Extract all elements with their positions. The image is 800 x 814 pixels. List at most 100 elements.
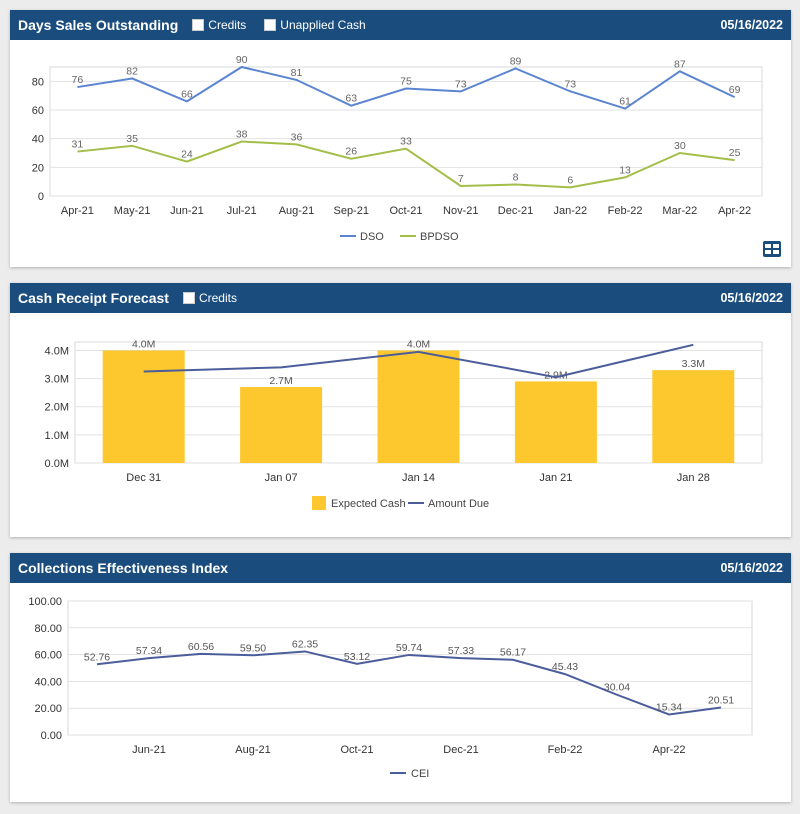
cei-chart: 0.00 20.00 40.00 60.00 80.00 100.00 Jun-21 Aug-… [28, 596, 753, 780]
credits-checkbox-box[interactable] [192, 19, 205, 31]
cei-data-label: 52.76 [84, 651, 110, 663]
dso-data-label: 66 [181, 88, 193, 100]
bpdso-data-label: 25 [729, 147, 741, 159]
cei-y-tick-label: 0.00 [41, 730, 62, 742]
cash-x-tick-label: Jan 21 [539, 472, 572, 484]
cei-series-line [96, 650, 722, 716]
expected-cash-bar [652, 370, 735, 463]
expected-cash-legend-label: Expected Cash [331, 498, 406, 510]
cash-credits-checkbox[interactable]: Credits [182, 291, 237, 305]
dso-chart: 0 20 40 60 80 Apr-21 May-21 Jun-21 Jul-21 Aug-21 S… [32, 54, 763, 243]
cei-x-tick-label: Jun-21 [132, 744, 166, 756]
expected-cash-bar [514, 381, 597, 463]
expected-cash-data-label: 2.7M [269, 375, 292, 387]
dso-data-label: 82 [126, 65, 138, 77]
cei-data-label: 60.56 [188, 641, 214, 653]
cei-y-tick-label: 40.00 [34, 676, 62, 688]
bpdso-legend-label: BPDSO [420, 231, 459, 243]
cash-x-tick-label: Jan 14 [402, 472, 435, 484]
dso-x-tick-label: Aug-21 [279, 205, 314, 217]
dso-x-tick-label: Jun-21 [170, 205, 204, 217]
expected-cash-data-label: 4.0M [407, 338, 430, 350]
dso-x-tick-label: Jan-22 [553, 205, 587, 217]
dso-panel-date: 05/16/2022 [720, 18, 783, 32]
expected-cash-bar [102, 350, 185, 463]
cei-x-tick-label: Feb-22 [548, 744, 583, 756]
bpdso-series-line [77, 140, 735, 189]
dso-data-label: 90 [236, 54, 248, 66]
dso-y-tick-label: 60 [32, 105, 44, 117]
cash-credits-checkbox-box[interactable] [182, 292, 195, 304]
cash-panel-date: 05/16/2022 [720, 291, 783, 305]
cash-panel-title: Cash Receipt Forecast [18, 290, 169, 306]
dso-legend-label: DSO [360, 231, 384, 243]
expected-cash-legend-swatch [312, 496, 326, 510]
cei-data-label: 56.17 [500, 647, 526, 659]
cash-x-tick-label: Jan 28 [677, 472, 710, 484]
dso-x-tick-label: Oct-21 [389, 205, 422, 217]
cei-panel-title: Collections Effectiveness Index [18, 560, 229, 576]
dso-data-label: 69 [729, 84, 741, 96]
bpdso-data-label: 38 [236, 129, 248, 141]
cei-data-label: 57.34 [136, 645, 162, 657]
cei-data-label: 59.74 [396, 642, 422, 654]
dso-x-tick-label: Feb-22 [608, 205, 643, 217]
bpdso-data-label: 6 [567, 174, 573, 186]
cei-data-label: 45.43 [552, 661, 578, 673]
dso-x-tick-label: Jul-21 [227, 205, 257, 217]
cash-y-tick-label: 0.0M [45, 458, 69, 470]
dso-data-label: 76 [72, 74, 84, 86]
cei-plot-area [67, 600, 753, 736]
dso-series-line [77, 65, 736, 110]
amount-due-legend-label: Amount Due [428, 498, 489, 510]
unapplied-cash-checkbox[interactable]: Unapplied Cash [264, 18, 366, 32]
dso-data-label: 89 [510, 55, 522, 67]
cash-x-tick-label: Jan 07 [265, 472, 298, 484]
bpdso-data-label: 33 [400, 136, 412, 148]
dso-x-tick-label: Nov-21 [443, 205, 478, 217]
bpdso-data-label: 24 [181, 149, 193, 161]
expected-cash-data-label: 2.9M [544, 369, 567, 381]
dso-y-tick-label: 80 [32, 76, 44, 88]
dso-panel-title: Days Sales Outstanding [18, 17, 179, 33]
expected-cash-bar [240, 387, 323, 463]
cash-y-tick-label: 4.0M [45, 345, 69, 357]
credits-checkbox[interactable]: Credits [192, 18, 246, 32]
cash-receipt-panel: Cash Receipt Forecast Credits 05/16/2022… [10, 283, 791, 537]
table-grid-icon[interactable] [763, 241, 781, 257]
cei-data-label: 30.04 [604, 682, 630, 694]
cash-credits-checkbox-label: Credits [198, 291, 237, 305]
cei-y-tick-label: 60.00 [34, 650, 62, 662]
expected-cash-data-label: 4.0M [132, 338, 155, 350]
cei-x-tick-label: Oct-21 [340, 744, 373, 756]
dso-y-tick-label: 20 [32, 162, 44, 174]
dso-data-label: 61 [619, 96, 631, 108]
cei-y-tick-label: 100.00 [28, 596, 62, 608]
bpdso-data-label: 7 [458, 173, 464, 185]
cei-data-label: 20.51 [708, 695, 734, 707]
cash-x-tick-label: Dec 31 [126, 472, 161, 484]
cash-forecast-chart: 0.0M 1.0M 2.0M 3.0M 4.0M 4.0M 2.7M 4.0M 2.9M 3.3M… [45, 338, 763, 510]
dso-data-label: 63 [345, 93, 357, 105]
cei-y-tick-label: 20.00 [34, 703, 62, 715]
bpdso-data-label: 31 [72, 139, 84, 151]
cash-y-tick-label: 3.0M [45, 374, 69, 386]
bpdso-data-label: 13 [619, 164, 631, 176]
cei-panel-date: 05/16/2022 [720, 561, 783, 575]
cei-data-label: 62.35 [292, 638, 318, 650]
cei-y-tick-label: 80.00 [34, 623, 62, 635]
bpdso-data-label: 30 [674, 140, 686, 152]
unapplied-cash-checkbox-label: Unapplied Cash [280, 18, 366, 32]
dso-data-label: 75 [400, 76, 412, 88]
cash-y-tick-label: 1.0M [45, 430, 69, 442]
bpdso-data-label: 8 [513, 172, 519, 184]
dso-x-tick-label: Dec-21 [498, 205, 533, 217]
cei-x-tick-label: Dec-21 [443, 744, 478, 756]
expected-cash-data-label: 3.3M [682, 358, 705, 370]
expected-cash-bar [377, 350, 460, 463]
dso-panel: Days Sales Outstanding Credits Unapplied… [10, 10, 791, 267]
unapplied-cash-checkbox-box[interactable] [264, 19, 277, 31]
cei-panel-header: Collections Effectiveness Index 05/16/20… [10, 553, 791, 583]
dso-data-label: 73 [564, 78, 576, 90]
cei-panel: Collections Effectiveness Index 05/16/20… [10, 553, 791, 802]
